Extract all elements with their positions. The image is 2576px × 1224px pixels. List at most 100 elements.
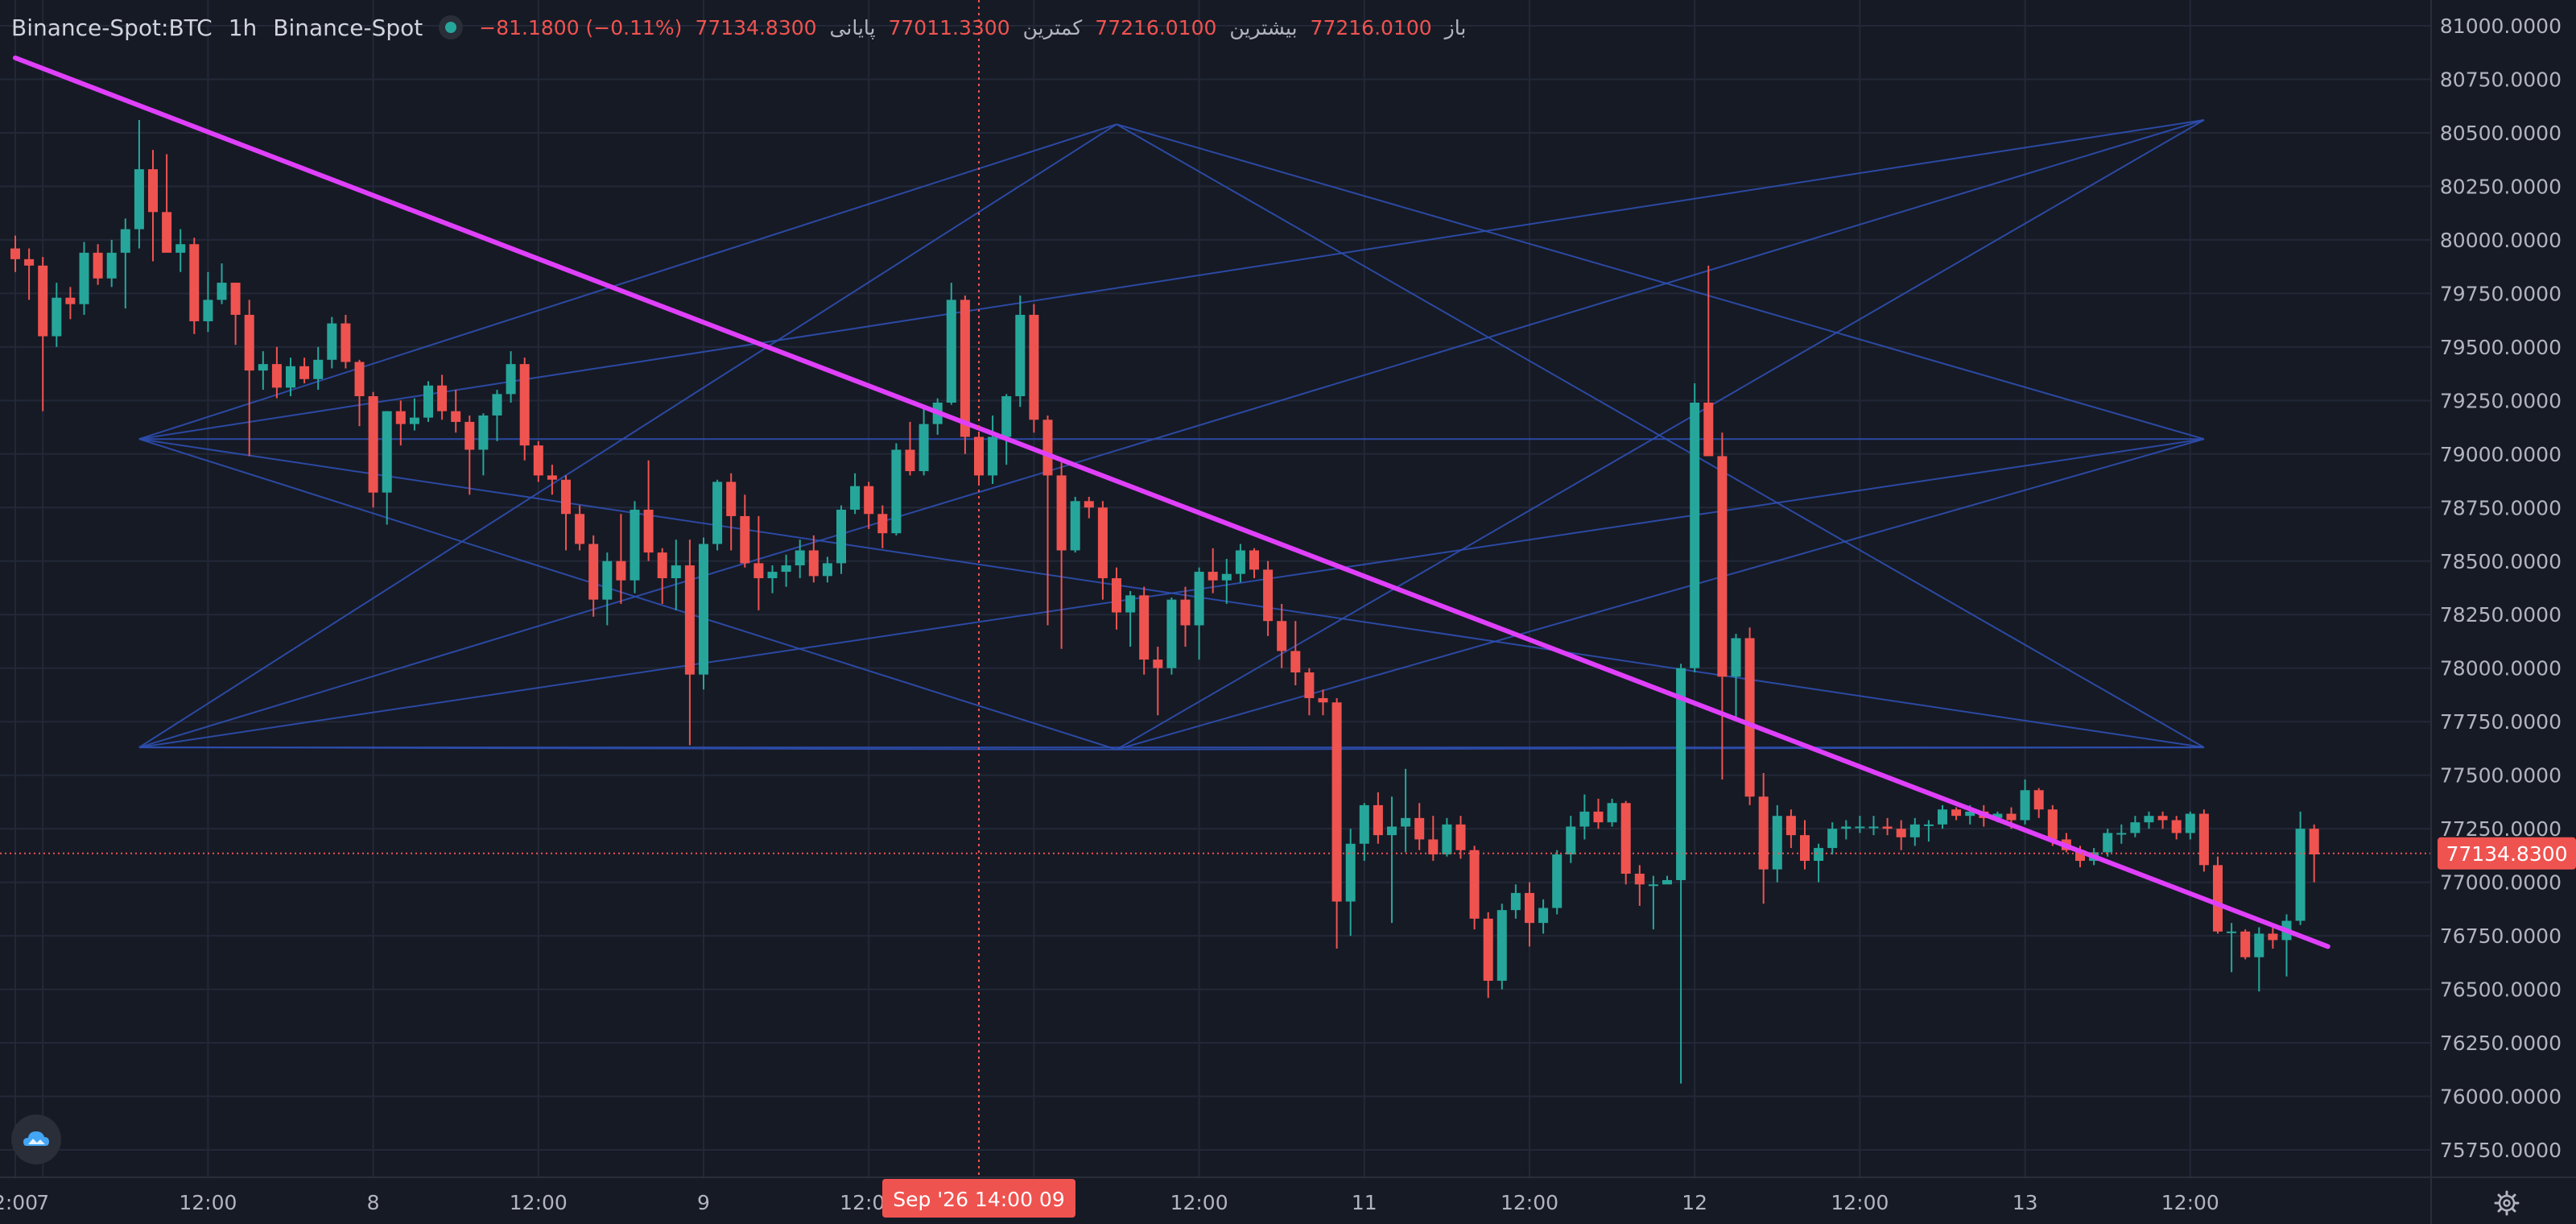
price-tick-label: 79750.0000 xyxy=(2440,282,2562,305)
candle-body xyxy=(684,565,695,675)
price-tick-label: 76250.0000 xyxy=(2440,1032,2562,1055)
time-tick-label: 12:00 xyxy=(179,1191,237,1214)
candle-body xyxy=(1579,811,1590,827)
candle-body xyxy=(1620,803,1631,874)
candle-body xyxy=(740,515,750,564)
candle-body xyxy=(1455,824,1466,850)
candle-body xyxy=(93,252,103,279)
candle-body xyxy=(712,482,723,544)
candle-body xyxy=(134,169,144,229)
time-tick-label: 12:00 xyxy=(1501,1191,1558,1214)
candle-body xyxy=(2227,931,2237,933)
price-tick-label: 79250.0000 xyxy=(2440,389,2562,412)
pattern-line xyxy=(1116,123,2205,440)
candle-body xyxy=(974,436,984,476)
candle-body xyxy=(1015,314,1026,397)
candle-body xyxy=(988,436,998,476)
gear-icon[interactable] xyxy=(2491,1187,2523,1219)
candle-body xyxy=(519,364,530,446)
candle-body xyxy=(1483,918,1493,981)
high-value: 77216.0100 xyxy=(1095,15,1217,39)
candle-body xyxy=(1180,599,1191,626)
candle-body xyxy=(354,362,365,397)
cloud-logo-icon[interactable] xyxy=(11,1114,61,1164)
pattern-line xyxy=(1116,119,2205,751)
candle-body xyxy=(382,411,392,493)
change-value: −81.1800 (−0.11%) xyxy=(479,15,683,39)
candle-body xyxy=(1373,804,1383,836)
time-tick-label: 12:00 xyxy=(1170,1191,1228,1214)
candle-body xyxy=(1634,873,1645,885)
interval-label[interactable]: 1h xyxy=(228,14,258,41)
candle-body xyxy=(1690,402,1700,668)
candle-body xyxy=(616,560,626,581)
candle-body xyxy=(1208,572,1218,581)
candle-body xyxy=(230,283,241,315)
exchange-name: Binance-Spot xyxy=(273,14,423,41)
candle-body xyxy=(2295,829,2306,921)
candle-body xyxy=(1827,829,1838,849)
candle-body xyxy=(1070,501,1080,551)
open-value: 77216.0100 xyxy=(1310,15,1432,39)
price-tick-label: 75750.0000 xyxy=(2440,1139,2562,1162)
time-tick-label: 12:00 xyxy=(1831,1191,1889,1214)
candle-body xyxy=(1648,884,1658,887)
price-tick-label: 78500.0000 xyxy=(2440,550,2562,573)
last-price-label: 77134.8300 xyxy=(2446,842,2567,866)
candle-body xyxy=(671,565,681,579)
candle-body xyxy=(1938,809,1947,825)
candle-body xyxy=(1731,638,1741,677)
candle-body xyxy=(2157,816,2168,821)
candle-body xyxy=(767,572,778,579)
candle-body xyxy=(1538,908,1549,924)
close-value: 77134.8300 xyxy=(695,15,817,39)
candle-body xyxy=(1785,816,1796,836)
symbol-name[interactable]: Binance-Spot:BTC xyxy=(11,14,213,41)
candle-body xyxy=(1909,824,1920,837)
candle-body xyxy=(65,297,76,304)
candle-body xyxy=(1442,824,1452,855)
candle-body xyxy=(2047,809,2058,840)
candle-body xyxy=(395,411,406,424)
candle-body xyxy=(423,385,433,418)
candle-body xyxy=(506,364,516,395)
candle-body xyxy=(1318,697,1328,703)
candle-body xyxy=(657,552,667,579)
candle-body xyxy=(1841,826,1852,829)
price-tick-label: 77000.0000 xyxy=(2440,871,2562,895)
time-tick-label: 13 xyxy=(2013,1191,2038,1214)
candle-body xyxy=(1097,507,1108,579)
candle-body xyxy=(1814,848,1824,862)
pattern-line xyxy=(138,119,2205,440)
price-tick-label: 78250.0000 xyxy=(2440,603,2562,626)
candle-body xyxy=(1249,550,1259,570)
candle-body xyxy=(561,479,571,515)
pattern-line xyxy=(138,438,1117,751)
trendline xyxy=(13,55,2330,949)
candle-body xyxy=(1235,550,1245,574)
candle-body xyxy=(2309,829,2319,855)
candle-body xyxy=(1125,595,1136,613)
candle-body xyxy=(1428,839,1439,855)
candle-body xyxy=(52,297,62,337)
candle-body xyxy=(1772,816,1782,870)
candle-body xyxy=(258,364,268,371)
candle-body xyxy=(808,550,819,577)
candle-body xyxy=(1331,702,1342,902)
market-status-icon xyxy=(439,15,464,39)
pattern-line xyxy=(1116,123,2205,748)
open-label: باز xyxy=(1444,15,1467,39)
candle-body xyxy=(38,265,48,337)
candle-body xyxy=(1153,660,1163,668)
candle-body xyxy=(286,366,295,388)
candle-body xyxy=(864,486,874,515)
crosshair-time-label: Sep '26 14:00 09 xyxy=(893,1188,1065,1211)
price-tick-label: 76500.0000 xyxy=(2440,978,2562,1002)
candle-body xyxy=(1139,595,1150,660)
candle-body xyxy=(699,544,708,675)
candle-body xyxy=(643,509,654,553)
candle-body xyxy=(1084,501,1094,508)
price-tick-label: 80000.0000 xyxy=(2440,229,2562,252)
candle-body xyxy=(1194,572,1204,626)
